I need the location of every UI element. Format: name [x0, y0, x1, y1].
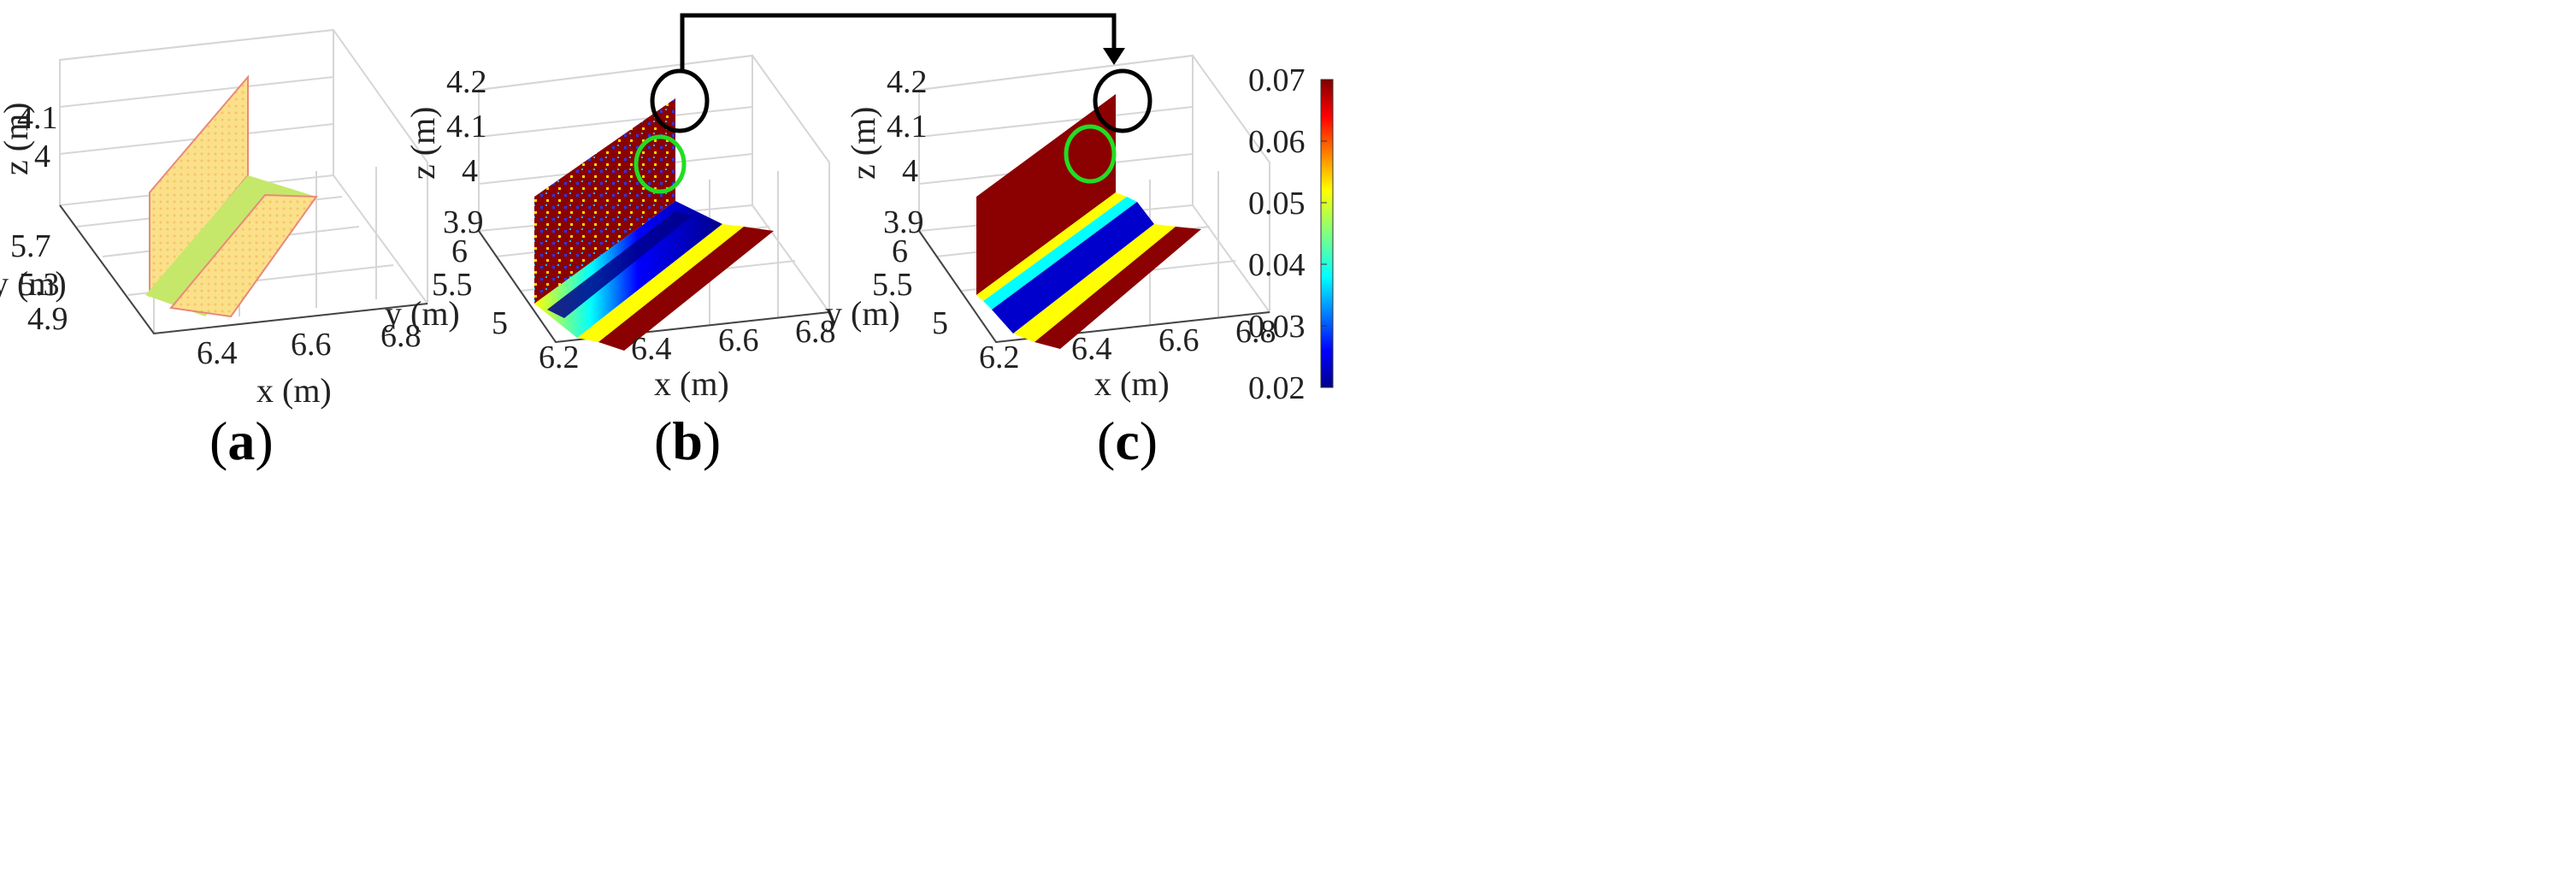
b-zlabel: z (m) [404, 106, 442, 180]
panel-label-c: (c) [1097, 411, 1158, 471]
c-xlabel: x (m) [1094, 364, 1170, 403]
a-ztick-0: 4.1 [17, 100, 58, 136]
b-ztick-3: 4.2 [446, 64, 487, 100]
b-xtick-1: 6.4 [631, 331, 672, 367]
green-circle-b [634, 134, 687, 194]
b-ytick-2: 6 [451, 233, 468, 269]
panel-label-a: (a) [209, 411, 274, 471]
black-circle-c [1093, 68, 1152, 133]
panel-letter-c: c [1115, 411, 1139, 471]
green-circle-c [1064, 124, 1117, 184]
c-ztick-0: 3.9 [883, 204, 924, 240]
floor-a [169, 193, 318, 318]
a-xtick-2: 6.8 [380, 318, 421, 354]
c-ztick-1: 4 [902, 153, 918, 189]
b-ztick-1: 4 [462, 153, 478, 189]
panel-letter-a: a [227, 411, 255, 471]
a-ylabel: y (m) [0, 264, 67, 303]
a-xtick-0: 6.4 [197, 335, 238, 371]
floor-c [1035, 227, 1201, 349]
panel-a: 4.1 4 z (m) 5.7 5.3 4.9 y (m) 6.4 6.6 6.… [0, 28, 428, 410]
colorbar: 0.07 0.06 0.05 0.04 0.03 0.02 [1248, 62, 1334, 406]
a-ytick-0: 4.9 [27, 301, 68, 337]
a-ytick-2: 5.7 [10, 228, 51, 264]
a-ztick-1: 4 [34, 139, 50, 174]
colorbar-tick-label: 0.03 [1248, 309, 1306, 345]
c-ytick-2: 6 [892, 233, 908, 269]
c-xtick-0: 6.2 [979, 340, 1020, 375]
c-ztick-2: 4.1 [887, 109, 928, 145]
a-xlabel: x (m) [256, 371, 332, 410]
panel-c: 4.2 4.1 4 3.9 z (m) 6 5.5 5 y (m) 6.2 6.… [825, 54, 1276, 403]
c-zlabel: z (m) [844, 106, 882, 180]
b-ztick-0: 3.9 [443, 204, 484, 240]
b-ytick-1: 5.5 [432, 267, 473, 303]
b-ztick-2: 4.1 [446, 109, 487, 145]
floor-b [598, 227, 774, 351]
b-xtick-3: 6.8 [795, 314, 836, 350]
a-zlabel: z (m) [0, 102, 35, 175]
wall-c [976, 94, 1116, 295]
b-ylabel: y (m) [385, 294, 460, 333]
colorbar-tick-label: 0.05 [1248, 186, 1306, 222]
colorbar-gradient [1320, 79, 1334, 388]
black-circle-b [650, 68, 710, 133]
panel-letter-b: b [672, 411, 703, 471]
colorbar-tick-label: 0.06 [1248, 124, 1306, 160]
arrow-head-icon [1103, 48, 1125, 65]
c-xtick-1: 6.4 [1071, 331, 1112, 367]
b-xlabel: x (m) [654, 364, 729, 403]
floor-edge-c [1013, 224, 1176, 342]
b-ytick-0: 5 [492, 305, 508, 341]
c-ytick-0: 5 [932, 305, 948, 341]
b-xtick-2: 6.6 [718, 322, 759, 358]
panel-b: 4.2 4.1 4 3.9 z (m) 6 5.5 5 y (m) 6.2 6.… [385, 54, 836, 403]
a-ytick-1: 5.3 [19, 267, 60, 303]
b-xtick-0: 6.2 [539, 340, 580, 375]
c-ztick-3: 4.2 [887, 64, 928, 100]
colorbar-tick-label: 0.02 [1248, 370, 1306, 406]
colorbar-tick-label: 0.07 [1248, 62, 1306, 98]
a-xtick-1: 6.6 [291, 327, 332, 363]
corner-band-c [992, 202, 1154, 334]
floor-edge-b [577, 224, 744, 342]
c-ylabel: y (m) [825, 294, 900, 333]
c-xtick-3: 6.8 [1235, 314, 1276, 350]
c-xtick-2: 6.6 [1158, 322, 1200, 358]
colorbar-tick-label: 0.04 [1248, 247, 1306, 283]
connector-arrow [680, 13, 1117, 71]
panel-label-b: (b) [654, 411, 721, 471]
c-ytick-1: 5.5 [872, 267, 913, 303]
